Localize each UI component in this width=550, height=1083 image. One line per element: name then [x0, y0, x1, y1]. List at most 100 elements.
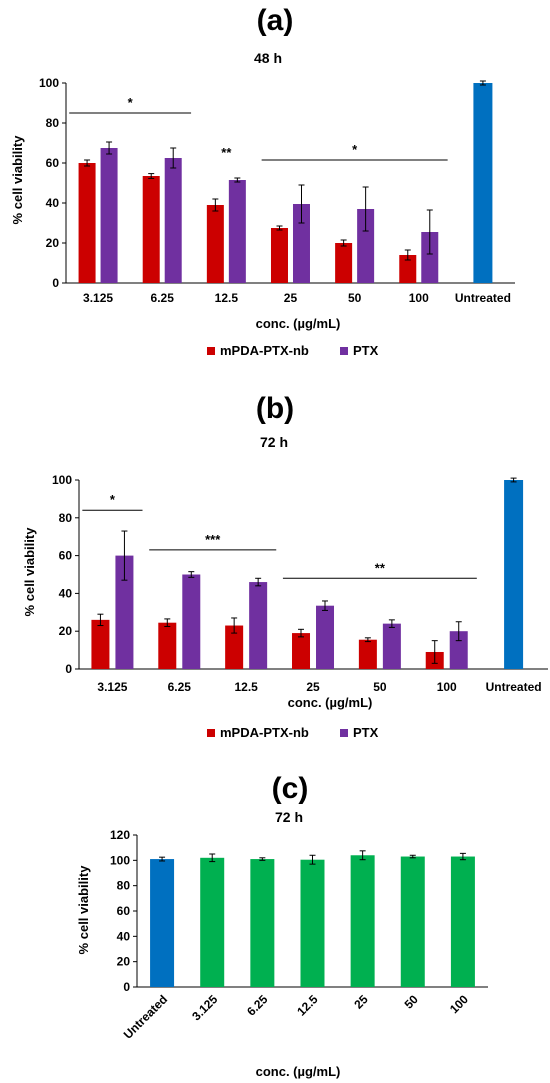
- significance-marker: *: [352, 142, 358, 157]
- x-tick-label: 3.125: [83, 291, 113, 305]
- legend-swatch-mpda: [207, 347, 215, 355]
- bar: [350, 855, 375, 987]
- x-tick-label: Untreated: [486, 680, 542, 694]
- bar: [100, 148, 118, 283]
- legend-label-ptx: PTX: [353, 343, 379, 358]
- y-tick-label: 20: [46, 236, 60, 250]
- bar: [335, 243, 353, 283]
- significance-marker: *: [128, 95, 134, 110]
- bar: [158, 622, 177, 669]
- x-tick-label: 3.125: [189, 992, 220, 1023]
- chart-title-b: 72 h: [260, 434, 288, 450]
- bar: [250, 859, 275, 987]
- chart-panel-a: (a) 48 h % cell viability conc. (µg/mL) …: [10, 4, 515, 358]
- x-axis-title-b: conc. (µg/mL): [288, 695, 373, 710]
- bar: [357, 209, 375, 283]
- legend-b: mPDA-PTX-nb PTX: [207, 725, 379, 740]
- y-tick-label: 80: [117, 879, 131, 893]
- x-axis-title-a: conc. (µg/mL): [256, 316, 341, 331]
- bar: [504, 480, 524, 669]
- x-tick-label: 3.125: [97, 680, 127, 694]
- significance-marker: **: [221, 145, 232, 160]
- plot-area-a: 0 20 40 60 80 100 3.125 6.25 12.5 25 50 100 Untreate…: [39, 76, 515, 305]
- bar: [399, 255, 417, 283]
- bar: [91, 619, 110, 669]
- bar: [450, 856, 475, 987]
- x-tick-label: 100: [437, 680, 457, 694]
- chart-panel-b: (b) 72 h % cell viability conc. (µg/mL) …: [22, 392, 548, 740]
- bar: [292, 204, 310, 283]
- y-tick-label: 80: [59, 511, 73, 525]
- x-tick-label: Untreated: [455, 291, 511, 305]
- legend-label-mpda: mPDA-PTX-nb: [220, 725, 309, 740]
- y-tick-label: 0: [65, 662, 72, 676]
- bar: [228, 180, 246, 283]
- x-tick-label: 12.5: [294, 992, 321, 1019]
- x-tick-label: 25: [306, 680, 320, 694]
- bar: [249, 582, 268, 669]
- x-tick-label: 25: [351, 992, 371, 1012]
- legend-label-ptx: PTX: [353, 725, 379, 740]
- x-tick-label: 6.25: [244, 992, 271, 1019]
- y-tick-label: 100: [39, 76, 59, 90]
- bar: [206, 205, 224, 283]
- x-tick-label: 6.25: [168, 680, 192, 694]
- panel-label-a: (a): [257, 4, 294, 37]
- y-tick-label: 40: [117, 929, 131, 943]
- y-tick-label: 80: [46, 116, 60, 130]
- legend-swatch-mpda: [207, 729, 215, 737]
- bar: [78, 163, 96, 283]
- legend-label-mpda: mPDA-PTX-nb: [220, 343, 309, 358]
- bar: [382, 623, 401, 669]
- y-tick-label: 20: [117, 955, 131, 969]
- y-tick-label: 0: [52, 276, 59, 290]
- x-tick-label: 100: [447, 992, 471, 1016]
- x-tick-label: 50: [402, 992, 422, 1012]
- chart-title-a: 48 h: [254, 50, 282, 66]
- y-axis-title-b: % cell viability: [22, 527, 37, 617]
- x-tick-label: 25: [284, 291, 298, 305]
- bar: [449, 631, 468, 669]
- panel-label-b: (b): [256, 392, 294, 425]
- x-tick-label: 100: [409, 291, 429, 305]
- significance-marker: *: [110, 492, 116, 507]
- bar: [150, 859, 175, 987]
- significance-marker: ***: [205, 532, 221, 547]
- y-tick-label: 100: [52, 473, 72, 487]
- y-tick-label: 60: [46, 156, 60, 170]
- panel-label-c: (c): [272, 772, 309, 805]
- bar: [292, 633, 311, 669]
- y-tick-label: 100: [110, 853, 130, 867]
- bar: [225, 625, 244, 669]
- x-axis-title-c: conc. (µg/mL): [256, 1064, 341, 1079]
- x-tick-label: 12.5: [215, 291, 239, 305]
- chart-title-c: 72 h: [275, 809, 303, 825]
- y-tick-label: 40: [59, 586, 73, 600]
- legend-swatch-ptx: [340, 729, 348, 737]
- bar: [142, 176, 160, 283]
- legend-swatch-ptx: [340, 347, 348, 355]
- x-tick-label: 50: [373, 680, 387, 694]
- bar: [164, 158, 182, 283]
- bar: [182, 574, 201, 669]
- bar: [421, 232, 439, 283]
- y-tick-label: 120: [110, 828, 130, 842]
- x-tick-label: 6.25: [151, 291, 175, 305]
- y-axis-title-a: % cell viability: [10, 135, 25, 225]
- plot-area-c: 0 20 40 60 80 100 120 Untreated 3.125 6.25 12.5 25 5…: [110, 828, 488, 1042]
- bar: [300, 859, 325, 987]
- chart-panel-c: (c) 72 h % cell viability conc. (µg/mL) …: [76, 772, 488, 1079]
- y-axis-title-c: % cell viability: [76, 865, 91, 955]
- bar: [316, 605, 335, 669]
- bar: [200, 857, 225, 987]
- legend-a: mPDA-PTX-nb PTX: [207, 343, 379, 358]
- y-tick-label: 60: [117, 904, 131, 918]
- bar: [115, 555, 134, 669]
- bar: [270, 228, 288, 283]
- significance-marker: **: [375, 560, 386, 575]
- bar: [473, 83, 493, 283]
- y-tick-label: 20: [59, 624, 73, 638]
- y-tick-label: 0: [123, 980, 130, 994]
- x-tick-label: 12.5: [234, 680, 258, 694]
